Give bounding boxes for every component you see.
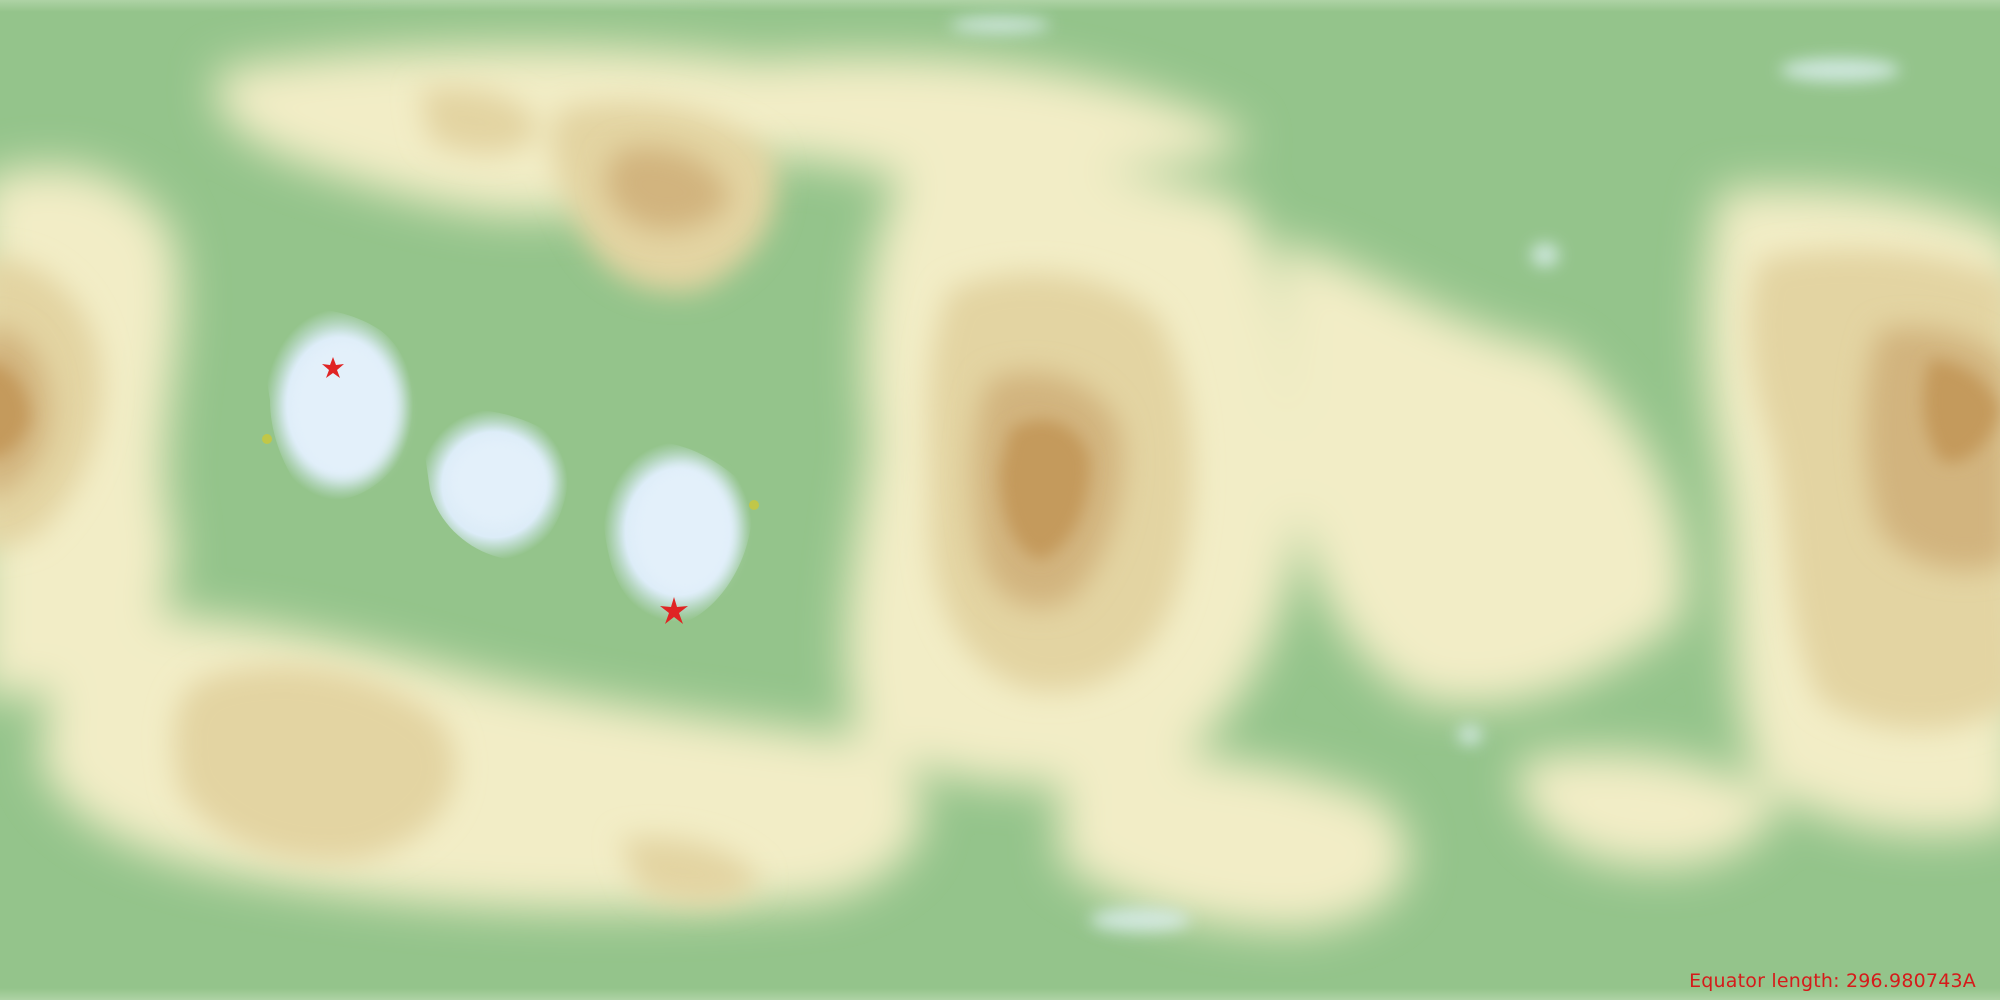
star-marker: [322, 357, 344, 378]
pole-point: [749, 500, 759, 510]
peaks-layer: [0, 360, 2000, 560]
star-marker: [660, 597, 688, 624]
pole-point: [262, 434, 272, 444]
equator-length-label: Equator length: 296.980743A: [1689, 970, 1976, 992]
